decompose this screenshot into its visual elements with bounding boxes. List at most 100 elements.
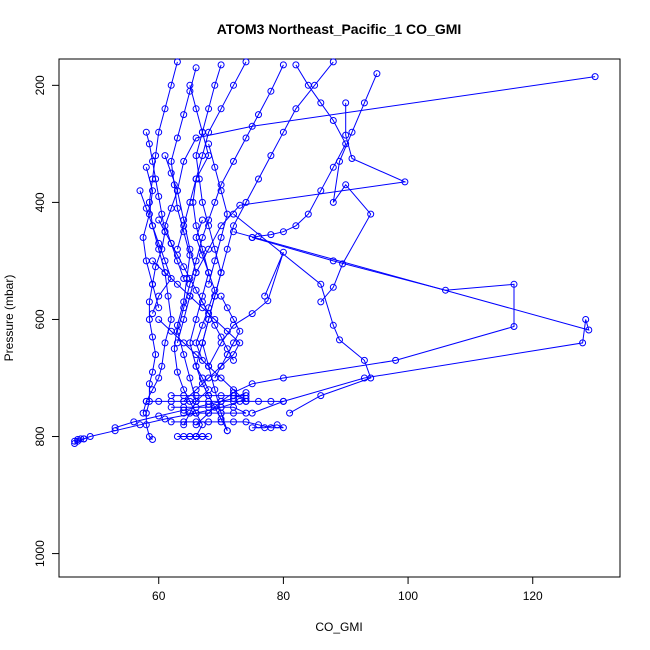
data-point <box>329 321 337 329</box>
profile-series <box>192 216 219 364</box>
data-point <box>142 257 150 265</box>
data-point <box>205 105 213 113</box>
data-point <box>167 316 175 323</box>
data-point <box>149 187 156 195</box>
data-point <box>198 356 206 364</box>
data-point <box>273 421 281 429</box>
data-point <box>223 245 231 253</box>
data-point <box>192 64 200 72</box>
data-point <box>142 397 150 405</box>
profile-series <box>173 73 599 347</box>
series-line <box>208 252 284 367</box>
data-point <box>342 99 350 107</box>
data-point <box>173 368 181 376</box>
data-point <box>286 409 294 417</box>
x-tick-label: 100 <box>398 589 418 603</box>
data-point <box>192 286 200 294</box>
data-point <box>317 187 325 195</box>
series-line <box>171 421 284 429</box>
data-point <box>142 128 150 136</box>
data-point <box>510 280 518 288</box>
data-point <box>329 163 337 171</box>
series-line <box>176 76 596 344</box>
data-point <box>155 412 163 420</box>
data-point <box>192 134 200 142</box>
data-point <box>255 111 262 119</box>
data-point <box>170 345 178 353</box>
data-point <box>329 117 337 124</box>
data-point <box>205 418 213 426</box>
data-point <box>149 222 156 230</box>
y-axis: 200 400 600 800 1000 <box>33 75 60 567</box>
data-point <box>149 386 156 394</box>
data-point <box>192 234 200 241</box>
data-point <box>180 392 188 400</box>
data-point <box>130 418 138 426</box>
data-point <box>205 140 213 148</box>
data-point <box>192 269 200 277</box>
data-point <box>145 140 153 148</box>
data-point <box>180 406 188 414</box>
data-point <box>152 152 160 160</box>
profile-series <box>173 433 213 440</box>
data-point <box>579 339 587 347</box>
data-point <box>205 362 213 370</box>
series-line <box>233 213 372 414</box>
profile-series <box>149 257 244 405</box>
data-point <box>348 155 356 162</box>
data-point <box>164 292 172 300</box>
data-point <box>173 257 181 265</box>
data-point <box>192 222 200 230</box>
data-point <box>167 239 175 247</box>
y-tick-label: 800 <box>33 426 47 446</box>
data-point <box>155 292 163 300</box>
data-point <box>279 128 287 136</box>
data-point <box>186 81 194 89</box>
data-point <box>242 198 250 206</box>
data-point <box>392 356 400 364</box>
x-tick-label: 80 <box>277 589 291 603</box>
profile-series <box>111 389 250 432</box>
data-point <box>261 424 269 432</box>
data-point <box>180 111 188 119</box>
data-point <box>152 351 160 359</box>
profile-series <box>192 99 409 277</box>
profile-series <box>205 248 287 370</box>
data-point <box>217 418 225 426</box>
data-point <box>329 257 337 265</box>
data-point <box>211 198 219 206</box>
series-line <box>74 438 84 442</box>
data-point <box>211 386 219 394</box>
data-point <box>242 58 250 66</box>
profile-series <box>230 228 593 417</box>
profile-series <box>71 435 88 445</box>
x-axis-label: CO_GMI <box>315 620 362 634</box>
data-point <box>279 374 287 382</box>
data-point <box>173 58 181 66</box>
data-point <box>155 374 163 382</box>
data-point <box>192 339 200 347</box>
series-line <box>145 132 166 440</box>
data-point <box>217 269 225 277</box>
profile-series <box>136 187 175 318</box>
data-point <box>198 251 206 259</box>
data-point <box>149 310 156 318</box>
data-point <box>192 362 200 370</box>
profile-series <box>173 81 213 253</box>
data-point <box>267 397 275 405</box>
data-point <box>80 435 88 443</box>
data-point <box>230 418 237 426</box>
data-point <box>167 418 175 426</box>
profile-series <box>211 292 244 382</box>
data-point <box>510 323 518 330</box>
data-point <box>230 316 237 323</box>
data-point <box>279 424 287 432</box>
data-point <box>242 409 250 417</box>
data-point <box>279 248 287 256</box>
data-point <box>211 163 219 171</box>
data-point <box>111 424 119 432</box>
data-point <box>205 400 213 408</box>
data-point <box>304 81 312 89</box>
data-point <box>211 286 219 294</box>
data-point <box>167 392 175 400</box>
